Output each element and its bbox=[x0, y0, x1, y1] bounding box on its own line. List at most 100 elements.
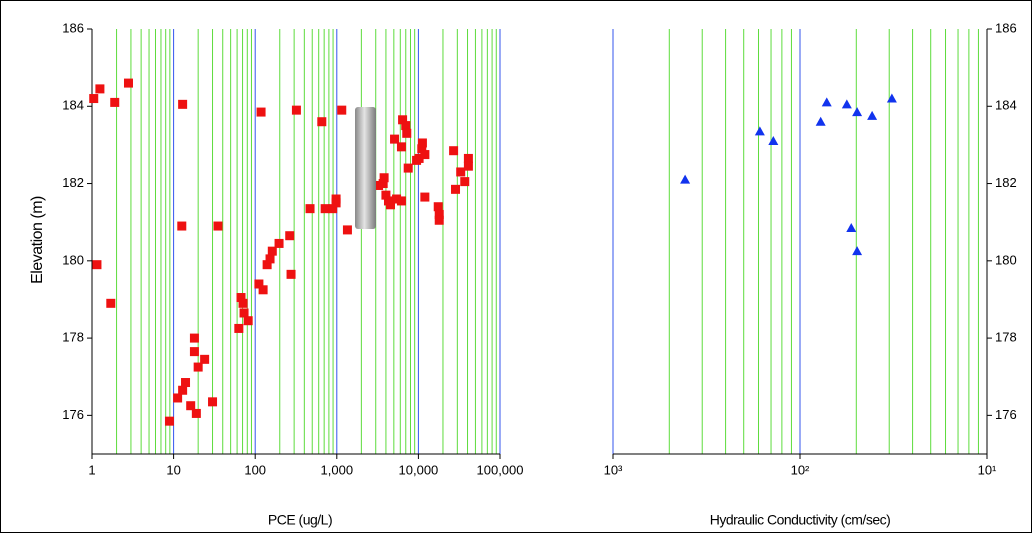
point bbox=[189, 347, 199, 357]
point bbox=[186, 401, 196, 411]
point bbox=[396, 142, 406, 152]
point bbox=[451, 184, 461, 194]
point bbox=[92, 260, 102, 270]
x-tick-label: 10¹ bbox=[978, 462, 997, 477]
point bbox=[403, 163, 413, 173]
point bbox=[181, 378, 191, 388]
y-tick-label: 180 bbox=[995, 252, 1017, 267]
point bbox=[852, 246, 863, 256]
point bbox=[342, 225, 352, 235]
point bbox=[463, 153, 473, 163]
point bbox=[417, 138, 427, 148]
point bbox=[434, 209, 444, 219]
point bbox=[243, 316, 253, 326]
point bbox=[402, 128, 412, 138]
point bbox=[213, 221, 223, 231]
point bbox=[236, 293, 246, 303]
y-tick-label: 184 bbox=[995, 98, 1017, 113]
y-tick-label: 178 bbox=[995, 330, 1017, 345]
point bbox=[460, 177, 470, 187]
point bbox=[414, 153, 424, 163]
point bbox=[238, 298, 248, 308]
point bbox=[258, 285, 268, 295]
y-tick-label: 184 bbox=[62, 98, 84, 113]
point bbox=[189, 333, 199, 343]
point bbox=[123, 78, 133, 88]
point bbox=[379, 173, 389, 183]
y-tick-label: 176 bbox=[62, 407, 84, 422]
point bbox=[267, 246, 277, 256]
point bbox=[417, 144, 427, 154]
point bbox=[256, 107, 266, 117]
point bbox=[177, 221, 187, 231]
point bbox=[852, 107, 863, 117]
point bbox=[392, 194, 402, 204]
x-tick-label: 1 bbox=[88, 462, 95, 477]
point bbox=[815, 116, 826, 126]
point bbox=[449, 146, 459, 156]
point bbox=[821, 97, 832, 107]
point bbox=[331, 198, 341, 208]
point bbox=[420, 150, 430, 160]
point bbox=[234, 323, 244, 333]
point bbox=[390, 134, 400, 144]
point bbox=[846, 222, 857, 232]
x-tick-label: 10³ bbox=[604, 462, 623, 477]
point bbox=[254, 279, 264, 289]
y-tick-label: 176 bbox=[995, 407, 1017, 422]
point bbox=[401, 121, 411, 131]
point bbox=[193, 362, 203, 372]
point bbox=[89, 94, 99, 104]
x-tick-label: 10² bbox=[791, 462, 810, 477]
point bbox=[381, 190, 391, 200]
point bbox=[191, 408, 201, 418]
point bbox=[374, 180, 384, 190]
point bbox=[265, 254, 275, 264]
point bbox=[841, 99, 852, 109]
point bbox=[886, 93, 897, 103]
point bbox=[274, 238, 284, 248]
point bbox=[396, 196, 406, 206]
x-tick-label: 1,000 bbox=[321, 462, 354, 477]
point bbox=[106, 298, 116, 308]
point bbox=[285, 231, 295, 241]
point bbox=[456, 167, 466, 177]
point bbox=[95, 84, 105, 94]
point bbox=[378, 179, 388, 189]
point bbox=[420, 192, 430, 202]
point bbox=[463, 161, 473, 171]
point bbox=[434, 215, 444, 225]
x-tick-label: 10,000 bbox=[399, 462, 439, 477]
point bbox=[173, 393, 183, 403]
point bbox=[239, 308, 249, 318]
point bbox=[178, 99, 188, 109]
point bbox=[433, 202, 443, 212]
y-tick-label: 182 bbox=[995, 175, 1017, 190]
y-tick-label: 182 bbox=[62, 175, 84, 190]
y-tick-label: 186 bbox=[62, 20, 84, 35]
well-screen bbox=[355, 107, 376, 229]
point bbox=[286, 269, 296, 279]
point bbox=[110, 97, 120, 107]
point bbox=[291, 105, 301, 115]
point bbox=[320, 204, 330, 214]
point bbox=[164, 416, 174, 426]
point bbox=[867, 110, 878, 120]
y-tick-label: 180 bbox=[62, 252, 84, 267]
point bbox=[317, 117, 327, 127]
point bbox=[385, 200, 395, 210]
point bbox=[305, 204, 315, 214]
point bbox=[262, 260, 272, 270]
point bbox=[200, 354, 210, 364]
y-tick-label: 178 bbox=[62, 330, 84, 345]
point bbox=[768, 136, 779, 146]
point bbox=[328, 204, 338, 214]
point bbox=[754, 126, 765, 136]
x-axis-title: Hydraulic Conductivity (cm/sec) bbox=[710, 512, 891, 528]
x-tick-label: 100 bbox=[244, 462, 266, 477]
point bbox=[208, 397, 218, 407]
y-tick-label: 186 bbox=[995, 20, 1017, 35]
point bbox=[178, 385, 188, 395]
y-axis-title: Elevation (m) bbox=[29, 196, 46, 284]
